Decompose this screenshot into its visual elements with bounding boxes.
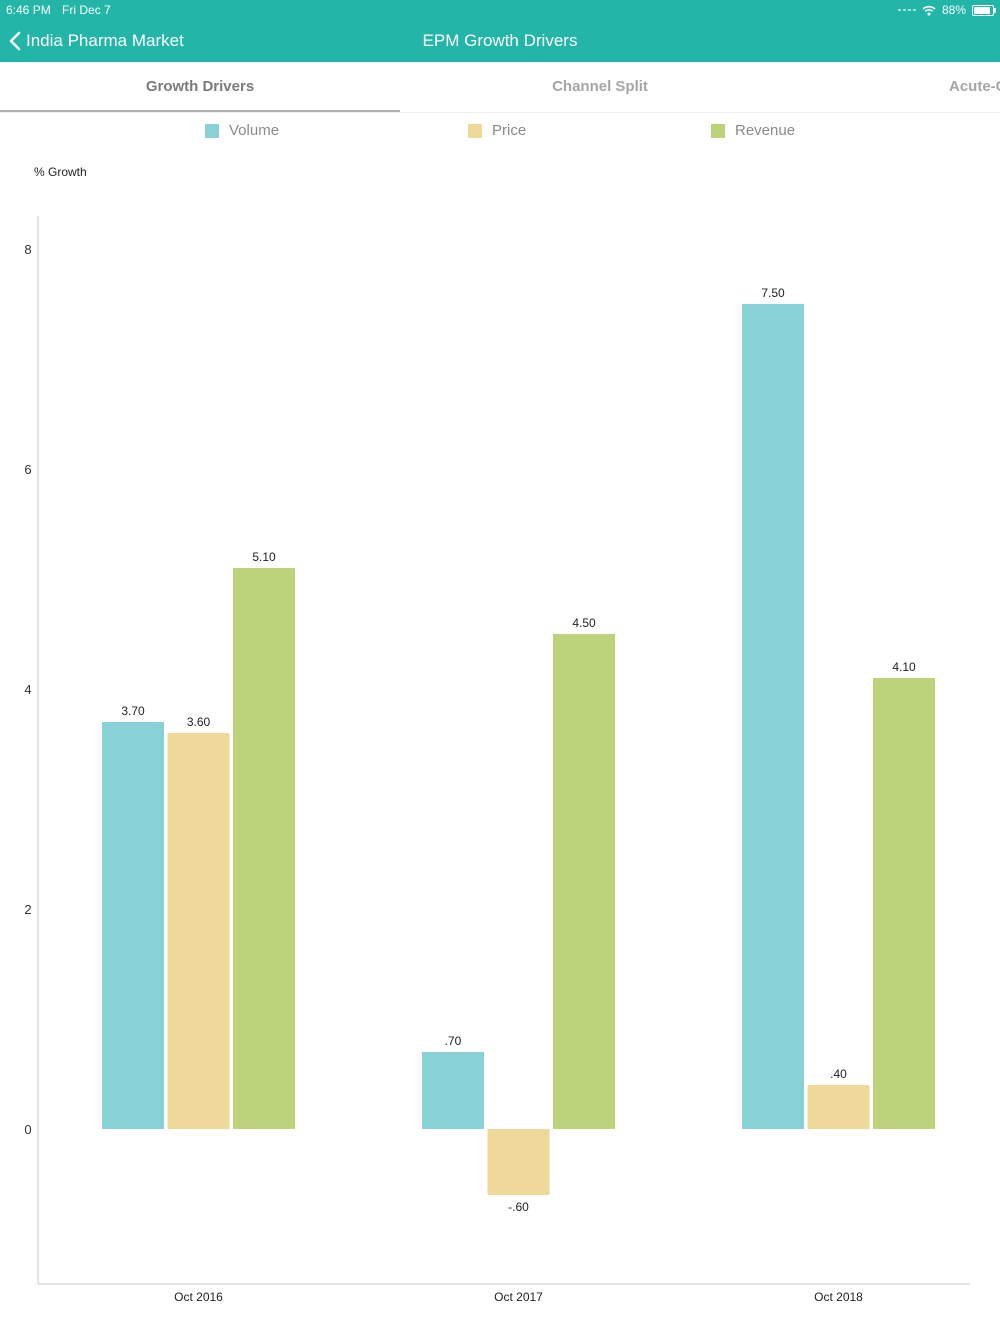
legend-label-revenue: Revenue [735, 122, 796, 139]
tab-growth-drivers[interactable]: Growth Drivers [0, 62, 400, 112]
legend-item-price[interactable]: Price [468, 122, 526, 139]
bar-revenue [233, 568, 295, 1129]
tab-acute[interactable]: Acute-C [949, 78, 1000, 95]
bar-volume [102, 722, 164, 1129]
data-label: 3.70 [121, 704, 145, 718]
back-button-label: India Pharma Market [26, 31, 184, 50]
data-label: 4.50 [572, 616, 596, 630]
battery-icon [972, 4, 996, 16]
legend-item-revenue[interactable]: Revenue [711, 122, 795, 139]
data-label: 7.50 [761, 286, 785, 300]
data-label: 5.10 [252, 550, 276, 564]
bar-volume [422, 1052, 484, 1129]
cellular-signal-icon [897, 9, 916, 11]
growth-drivers-chart: % Growth 0 2 4 6 8 Oct 2016 3.70 3.60 5.10 Oct 201… [24, 165, 970, 1304]
legend-swatch-revenue [711, 123, 725, 138]
chevron-left-icon [9, 31, 21, 51]
bar-volume [742, 304, 804, 1129]
y-tick-label: 4 [24, 682, 31, 697]
wifi-icon [922, 5, 936, 15]
data-label: 3.60 [187, 715, 211, 729]
data-label: .70 [445, 1034, 462, 1048]
legend-label-price: Price [492, 122, 527, 139]
bar-revenue [553, 634, 615, 1129]
bar-revenue [873, 678, 935, 1129]
legend-item-volume[interactable]: Volume [205, 122, 279, 139]
x-tick-label: Oct 2017 [494, 1290, 543, 1304]
navigation-bar: India Pharma Market EPM Growth Drivers [0, 20, 1000, 62]
legend-swatch-price [468, 123, 482, 138]
y-tick-label: 0 [24, 1122, 31, 1137]
bar-price [167, 733, 230, 1129]
x-tick-label: Oct 2018 [814, 1290, 863, 1304]
legend-swatch-volume [205, 123, 219, 138]
data-label: 4.10 [892, 660, 916, 674]
y-axis-title: % Growth [34, 165, 87, 179]
x-tick-label: Oct 2016 [174, 1290, 223, 1304]
battery-percentage: 88% [941, 3, 966, 17]
back-button[interactable]: India Pharma Market [8, 20, 184, 62]
y-tick-label: 6 [24, 462, 31, 477]
status-bar: 6:46 PM Fri Dec 7 88% [0, 0, 1000, 20]
status-time: 6:46 PM [6, 3, 51, 17]
status-date: Fri Dec 7 [62, 3, 111, 17]
data-label: .40 [830, 1067, 847, 1081]
tab-channel-split[interactable]: Channel Split [552, 78, 648, 95]
legend-label-volume: Volume [229, 122, 280, 139]
y-tick-label: 8 [24, 242, 31, 257]
segment-tabs: Growth Drivers Channel Split Acute-C [0, 62, 1000, 113]
bar-price [487, 1129, 550, 1195]
data-label: -.60 [508, 1200, 529, 1214]
bar-price [807, 1085, 870, 1129]
y-tick-label: 2 [24, 902, 31, 917]
